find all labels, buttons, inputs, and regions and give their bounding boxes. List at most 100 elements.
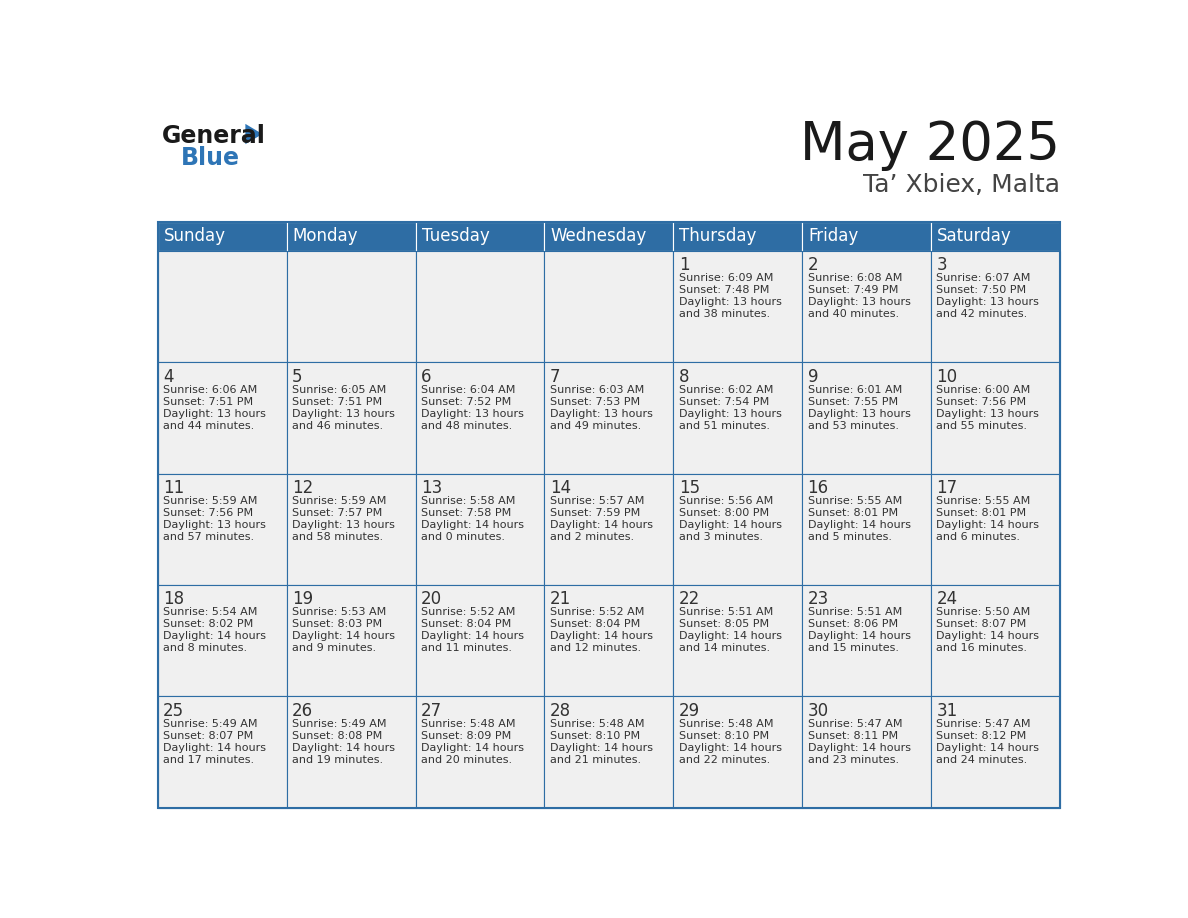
Bar [674, 222, 802, 251]
Bar [802, 251, 931, 363]
Bar [544, 222, 674, 251]
Text: Sunrise: 6:04 AM: Sunrise: 6:04 AM [421, 385, 516, 395]
Text: Daylight: 14 hours: Daylight: 14 hours [678, 520, 782, 530]
Text: Sunset: 8:05 PM: Sunset: 8:05 PM [678, 620, 769, 630]
Text: Sunrise: 5:48 AM: Sunrise: 5:48 AM [678, 719, 773, 729]
Text: and 49 minutes.: and 49 minutes. [550, 420, 642, 431]
Text: Sunrise: 6:05 AM: Sunrise: 6:05 AM [292, 385, 386, 395]
Text: 9: 9 [808, 368, 819, 386]
Polygon shape [246, 124, 263, 144]
Text: Daylight: 14 hours: Daylight: 14 hours [421, 632, 524, 642]
Text: Monday: Monday [293, 228, 359, 245]
Text: 6: 6 [421, 368, 431, 386]
Text: Daylight: 14 hours: Daylight: 14 hours [678, 743, 782, 753]
Text: and 20 minutes.: and 20 minutes. [421, 755, 512, 765]
Bar [416, 222, 544, 251]
Text: 20: 20 [421, 590, 442, 609]
Text: and 11 minutes.: and 11 minutes. [421, 644, 512, 654]
Bar [544, 363, 674, 474]
Text: Sunrise: 5:55 AM: Sunrise: 5:55 AM [808, 496, 902, 506]
Bar [158, 222, 1060, 808]
Bar [158, 222, 286, 251]
Bar [286, 697, 416, 808]
Text: Sunrise: 5:52 AM: Sunrise: 5:52 AM [421, 608, 516, 618]
Text: Sunset: 8:00 PM: Sunset: 8:00 PM [678, 508, 769, 518]
Text: and 38 minutes.: and 38 minutes. [678, 309, 770, 319]
Text: Sunset: 8:07 PM: Sunset: 8:07 PM [163, 731, 253, 741]
Text: and 17 minutes.: and 17 minutes. [163, 755, 254, 765]
Text: and 6 minutes.: and 6 minutes. [936, 532, 1020, 542]
Text: Sunset: 7:50 PM: Sunset: 7:50 PM [936, 285, 1026, 296]
Text: Blue: Blue [181, 146, 240, 170]
Text: and 23 minutes.: and 23 minutes. [808, 755, 898, 765]
Text: 22: 22 [678, 590, 700, 609]
Text: Sunrise: 5:52 AM: Sunrise: 5:52 AM [550, 608, 644, 618]
Text: Thursday: Thursday [680, 228, 757, 245]
Text: Sunrise: 5:50 AM: Sunrise: 5:50 AM [936, 608, 1031, 618]
Text: Sunrise: 5:54 AM: Sunrise: 5:54 AM [163, 608, 258, 618]
Text: 17: 17 [936, 479, 958, 498]
Text: Sunset: 7:56 PM: Sunset: 7:56 PM [163, 508, 253, 518]
Bar [544, 251, 674, 363]
Text: and 46 minutes.: and 46 minutes. [292, 420, 384, 431]
Text: Daylight: 14 hours: Daylight: 14 hours [936, 632, 1040, 642]
Bar [931, 474, 1060, 585]
Text: Daylight: 14 hours: Daylight: 14 hours [808, 520, 910, 530]
Bar [286, 474, 416, 585]
Text: Daylight: 13 hours: Daylight: 13 hours [292, 520, 394, 530]
Text: and 55 minutes.: and 55 minutes. [936, 420, 1028, 431]
Text: and 53 minutes.: and 53 minutes. [808, 420, 898, 431]
Text: Sunrise: 6:00 AM: Sunrise: 6:00 AM [936, 385, 1031, 395]
Text: Sunrise: 5:47 AM: Sunrise: 5:47 AM [808, 719, 902, 729]
Text: Sunset: 8:04 PM: Sunset: 8:04 PM [550, 620, 640, 630]
Bar [544, 474, 674, 585]
Text: Sunrise: 5:49 AM: Sunrise: 5:49 AM [163, 719, 258, 729]
Bar [931, 251, 1060, 363]
Bar [931, 363, 1060, 474]
Text: Sunrise: 5:48 AM: Sunrise: 5:48 AM [421, 719, 516, 729]
Text: Sunday: Sunday [164, 228, 226, 245]
Text: 10: 10 [936, 368, 958, 386]
Text: 23: 23 [808, 590, 829, 609]
Text: 31: 31 [936, 702, 958, 720]
Bar [158, 363, 286, 474]
Text: Daylight: 14 hours: Daylight: 14 hours [421, 743, 524, 753]
Text: 16: 16 [808, 479, 829, 498]
Text: Daylight: 13 hours: Daylight: 13 hours [550, 409, 652, 419]
Bar [674, 363, 802, 474]
Bar [931, 697, 1060, 808]
Text: Sunrise: 5:56 AM: Sunrise: 5:56 AM [678, 496, 773, 506]
Text: and 51 minutes.: and 51 minutes. [678, 420, 770, 431]
Text: 30: 30 [808, 702, 829, 720]
Text: and 44 minutes.: and 44 minutes. [163, 420, 254, 431]
Text: Daylight: 14 hours: Daylight: 14 hours [292, 632, 396, 642]
Text: Sunset: 7:51 PM: Sunset: 7:51 PM [163, 397, 253, 407]
Bar [674, 251, 802, 363]
Text: Sunset: 8:11 PM: Sunset: 8:11 PM [808, 731, 898, 741]
Text: Sunset: 7:49 PM: Sunset: 7:49 PM [808, 285, 898, 296]
Bar [416, 251, 544, 363]
Text: Sunrise: 5:59 AM: Sunrise: 5:59 AM [292, 496, 386, 506]
Text: Sunset: 8:12 PM: Sunset: 8:12 PM [936, 731, 1026, 741]
Text: and 16 minutes.: and 16 minutes. [936, 644, 1028, 654]
Text: and 14 minutes.: and 14 minutes. [678, 644, 770, 654]
Bar [802, 585, 931, 697]
Text: Daylight: 14 hours: Daylight: 14 hours [936, 743, 1040, 753]
Bar [286, 222, 416, 251]
Text: and 9 minutes.: and 9 minutes. [292, 644, 377, 654]
Text: Sunrise: 6:01 AM: Sunrise: 6:01 AM [808, 385, 902, 395]
Text: Daylight: 14 hours: Daylight: 14 hours [808, 743, 910, 753]
Bar [416, 697, 544, 808]
Text: 27: 27 [421, 702, 442, 720]
Text: 14: 14 [550, 479, 571, 498]
Text: 2: 2 [808, 256, 819, 274]
Text: Sunset: 8:06 PM: Sunset: 8:06 PM [808, 620, 898, 630]
Text: May 2025: May 2025 [800, 119, 1060, 172]
Text: Daylight: 13 hours: Daylight: 13 hours [163, 520, 266, 530]
Text: Daylight: 14 hours: Daylight: 14 hours [550, 520, 653, 530]
Text: Sunset: 8:08 PM: Sunset: 8:08 PM [292, 731, 383, 741]
Text: 4: 4 [163, 368, 173, 386]
Text: Daylight: 13 hours: Daylight: 13 hours [936, 297, 1040, 308]
Bar [544, 697, 674, 808]
Text: and 19 minutes.: and 19 minutes. [292, 755, 384, 765]
